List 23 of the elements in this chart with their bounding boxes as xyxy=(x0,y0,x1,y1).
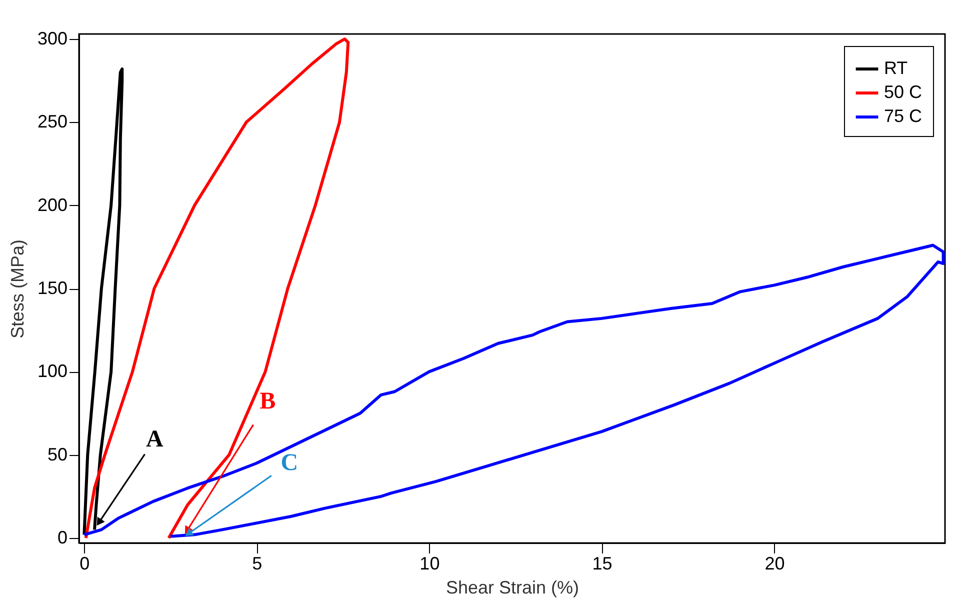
y-tick-label: 100 xyxy=(37,361,68,382)
legend-label: 50 C xyxy=(884,82,922,102)
line-series xyxy=(82,244,945,538)
line-series xyxy=(84,37,350,540)
x-tick-label: 5 xyxy=(252,554,262,574)
annotation: C xyxy=(280,450,298,476)
annotation: B xyxy=(260,388,276,415)
annotation: A xyxy=(146,426,164,452)
y-tick-label: 50 xyxy=(47,444,68,464)
x-axis-title: Shear Strain (%) xyxy=(446,578,580,598)
legend-label: 75 C xyxy=(884,106,922,126)
x-tick-label: 15 xyxy=(592,554,612,574)
y-tick-label: 300 xyxy=(37,28,68,48)
x-tick-label: 0 xyxy=(80,554,90,574)
y-axis-title: Stess (MPa) xyxy=(7,239,28,339)
y-tick-label: 200 xyxy=(37,194,68,215)
y-tick-label: 0 xyxy=(57,528,68,548)
y-tick-label: 250 xyxy=(37,112,68,132)
x-tick-label: 10 xyxy=(420,554,440,574)
line-series xyxy=(82,67,124,536)
legend-label: RT xyxy=(884,58,908,78)
y-tick-label: 150 xyxy=(37,278,68,298)
x-tick-label: 20 xyxy=(764,554,785,574)
